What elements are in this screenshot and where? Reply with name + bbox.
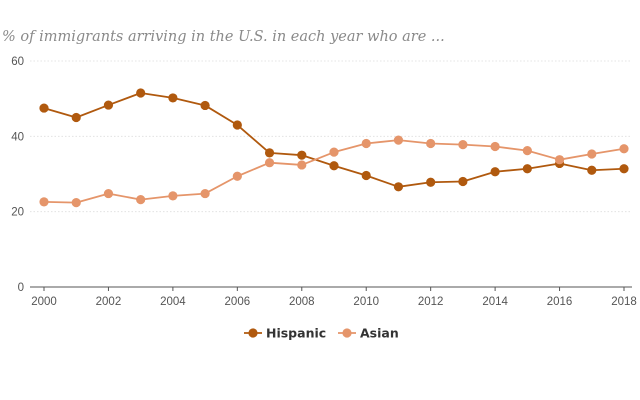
asian-point	[136, 195, 146, 205]
asian-legend-marker	[342, 328, 352, 338]
asian-point	[361, 138, 371, 149]
hispanic-legend-marker	[248, 328, 258, 338]
hispanic-point	[297, 150, 307, 160]
x-tick-label: 2014	[482, 296, 508, 308]
asian-point	[264, 158, 275, 168]
x-tick-label: 2012	[418, 296, 444, 308]
hispanic-point	[329, 161, 339, 171]
asian-point	[587, 149, 597, 159]
y-tick-label: 40	[11, 131, 24, 143]
x-tick-label: 2000	[31, 296, 57, 308]
y-tick-label: 60	[11, 56, 24, 68]
asian-point	[297, 160, 307, 170]
hispanic-point	[103, 100, 114, 110]
hispanic-point	[71, 112, 81, 123]
hispanic-point	[168, 93, 178, 103]
asian-point	[522, 146, 532, 156]
x-tick-label: 2004	[160, 296, 186, 308]
asian-point	[71, 198, 81, 208]
x-tick-label: 2018	[611, 296, 637, 308]
asian-point	[232, 171, 242, 181]
x-tick-label: 2006	[225, 296, 251, 308]
hispanic-series-line	[43, 92, 625, 188]
hispanic-point	[232, 120, 242, 130]
asian-point	[39, 197, 49, 207]
hispanic-point	[522, 164, 532, 174]
y-tick-label: 20	[11, 207, 24, 219]
asian-point	[168, 191, 178, 201]
chart-title: % of immigrants arriving in the U.S. in …	[2, 29, 445, 45]
asian-point	[329, 147, 339, 157]
hispanic-point	[490, 167, 500, 177]
asian-point	[393, 135, 404, 145]
asian-point	[103, 188, 114, 199]
y-tick-label: 0	[18, 282, 24, 294]
x-tick-label: 2008	[289, 296, 315, 308]
asian-point	[426, 138, 436, 149]
hispanic-point	[458, 176, 468, 187]
hispanic-legend-label: Hispanic	[266, 326, 326, 341]
x-tick-label: 2010	[353, 296, 379, 308]
hispanic-point	[361, 170, 371, 181]
hispanic-point	[426, 177, 436, 187]
hispanic-point	[39, 103, 49, 113]
hispanic-point	[587, 165, 597, 175]
asian-point	[490, 141, 500, 152]
asian-legend-label: Asian	[360, 326, 399, 341]
asian-point	[554, 155, 565, 165]
asian-point	[619, 144, 629, 154]
x-tick-label: 2016	[547, 296, 573, 308]
x-tick-label: 2002	[96, 296, 122, 308]
hispanic-point	[136, 88, 146, 98]
hispanic-point	[264, 148, 275, 158]
asian-point	[200, 188, 210, 199]
hispanic-point	[619, 164, 629, 174]
hispanic-point	[200, 100, 210, 111]
hispanic-point	[393, 182, 404, 192]
asian-point	[458, 140, 468, 150]
